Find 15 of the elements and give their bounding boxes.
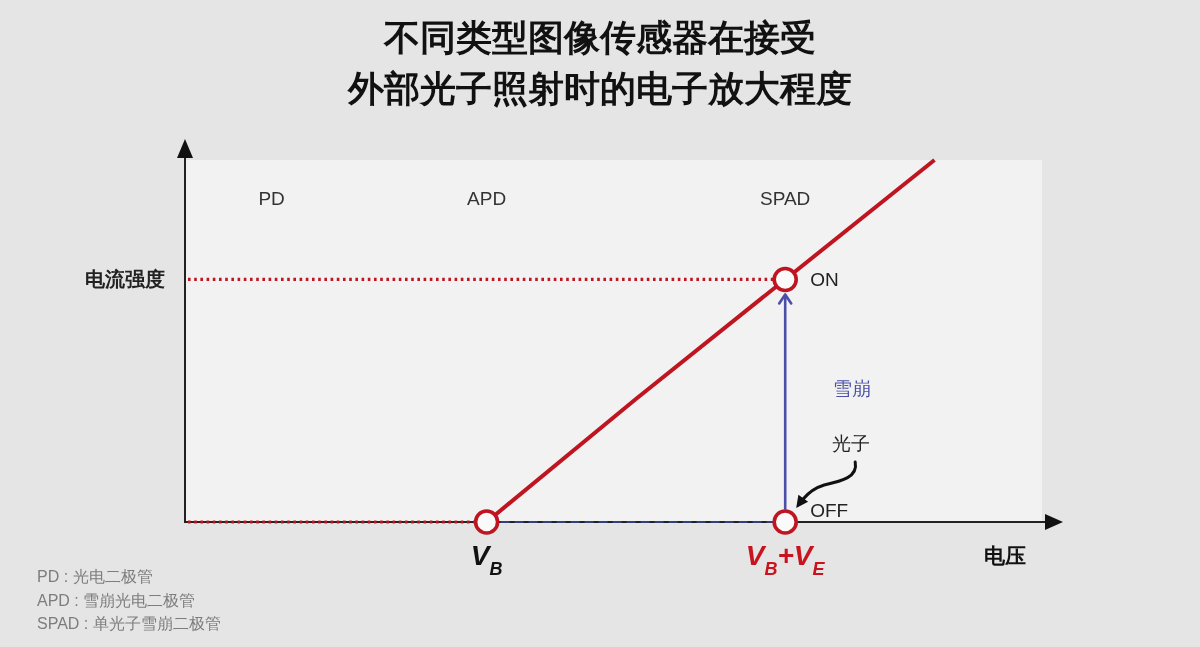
- text: PD : 光电二极管: [37, 568, 153, 585]
- annotation: PD: [258, 188, 285, 209]
- text: APD : 雪崩光电二极管: [37, 591, 196, 609]
- annotation: APD: [467, 188, 507, 209]
- annotation: OFF: [810, 500, 849, 521]
- annotation: 光子: [832, 433, 871, 454]
- x-axis-title: 电压: [984, 544, 1026, 567]
- text: 电流强度: [85, 268, 165, 291]
- x-tick-label: V$_{B}$+V$_{E}$: [745, 540, 826, 579]
- annotation: ON: [810, 269, 839, 291]
- annotation: 雪崩: [833, 377, 872, 399]
- text: SPAD : 单光子雪崩二极管: [37, 615, 221, 632]
- annotation: SPAD: [760, 188, 811, 209]
- x-tick-label: V$_{B}$: [470, 540, 503, 579]
- chart-title: 不同类型图像传感器在接受外部光子照射时的电子放大程度: [347, 17, 852, 109]
